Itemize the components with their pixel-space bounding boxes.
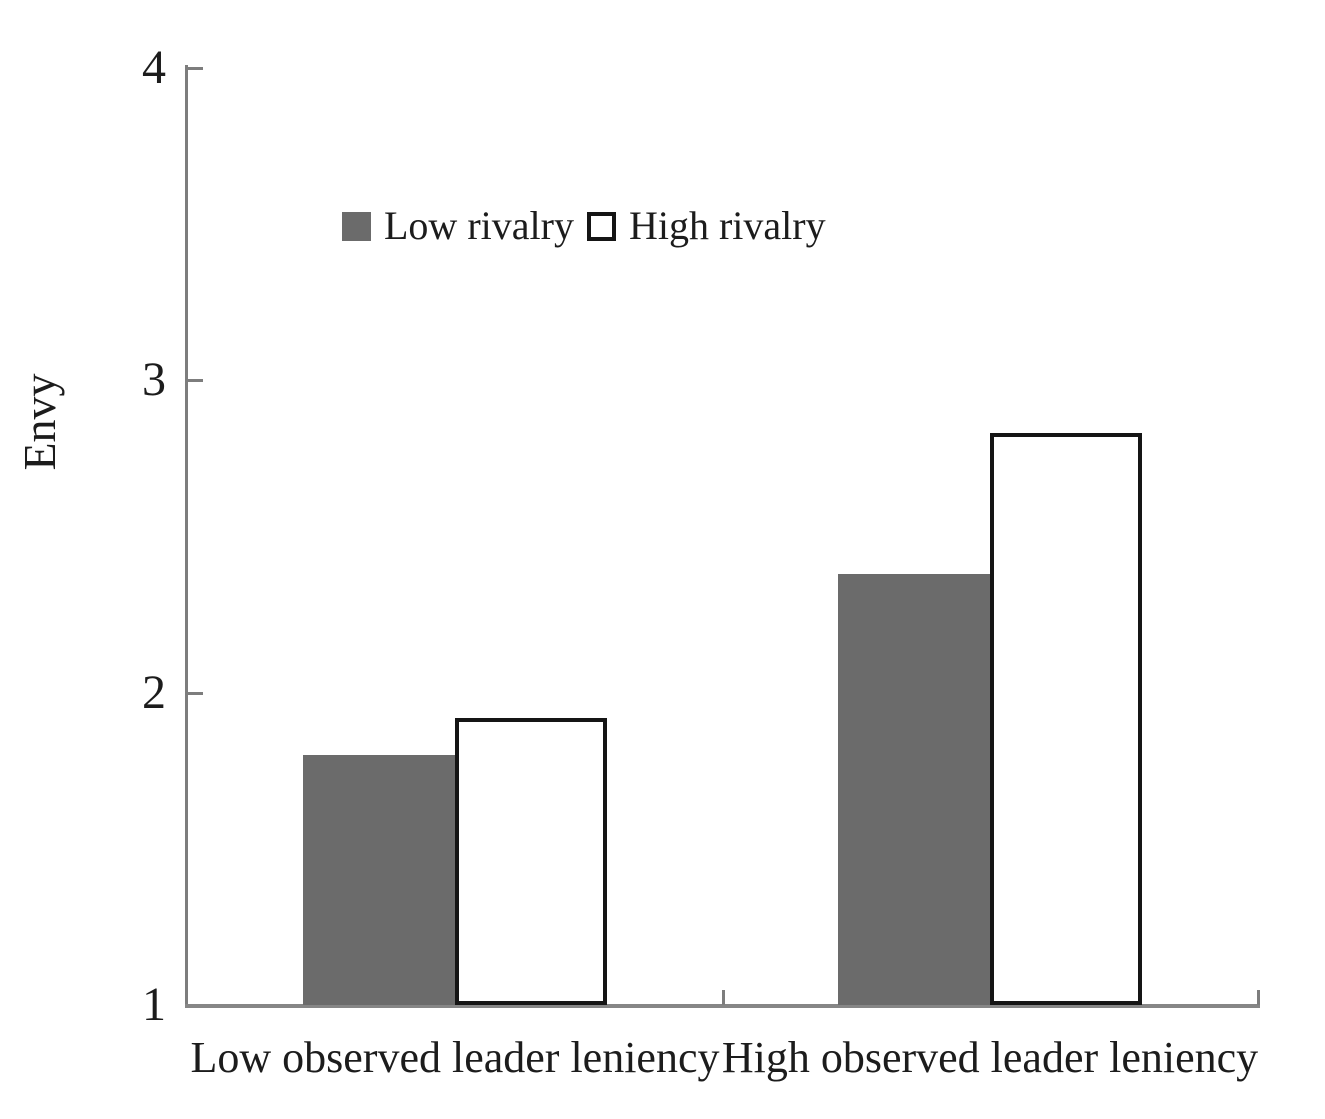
legend: Low rivalry High rivalry: [342, 206, 826, 246]
bar-high-rivalry-low-observed-leader-leniency: [455, 717, 607, 1005]
y-axis-title: Envy: [14, 373, 65, 471]
legend-item-high-rivalry: High rivalry: [586, 203, 826, 248]
y-tick-label-2: 2: [142, 665, 166, 719]
legend-label-high-rivalry: High rivalry: [628, 203, 826, 248]
x-tick-mid: [722, 990, 725, 1005]
bar-high-rivalry-high-observed-leader-leniency: [990, 433, 1142, 1005]
bar-low-rivalry-high-observed-leader-leniency: [838, 573, 990, 1005]
legend-item-low-rivalry: Low rivalry: [342, 206, 574, 246]
legend-swatch-low-rivalry: [342, 211, 371, 241]
x-category-label-low-observed-leader-leniency: Low observed leader leniency: [190, 1033, 720, 1082]
bar-low-rivalry-low-observed-leader-leniency: [303, 755, 455, 1005]
x-category-label-high-observed-leader-leniency: High observed leader leniency: [721, 1033, 1259, 1082]
y-tick-mark-4: [188, 67, 203, 70]
y-axis-line: [185, 65, 188, 1008]
x-tick-end: [1257, 990, 1260, 1005]
y-tick-label-4: 4: [142, 41, 166, 94]
legend-label-low-rivalry: Low rivalry: [384, 203, 574, 248]
y-tick-mark-3: [188, 379, 203, 383]
legend-swatch-high-rivalry: [586, 211, 616, 241]
x-axis-line: [185, 1004, 1260, 1008]
y-tick-label-1: 1: [142, 978, 166, 1031]
y-tick-mark-2: [188, 691, 203, 695]
y-tick-label-3: 3: [142, 353, 166, 407]
